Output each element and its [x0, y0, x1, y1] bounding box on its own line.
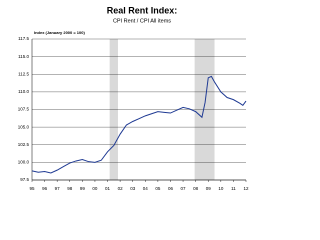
x-tick-label: 07 — [181, 186, 187, 191]
x-tick-label: 10 — [218, 186, 224, 191]
y-tick-label: 107.5 — [18, 107, 30, 112]
x-tick-label: 05 — [155, 186, 161, 191]
x-tick-label: 11 — [231, 186, 236, 191]
x-tick-label: 04 — [143, 186, 149, 191]
x-tick-label: 95 — [29, 186, 35, 191]
y-tick-label: 112.5 — [18, 71, 29, 76]
x-tick-label: 98 — [67, 186, 73, 191]
x-tick-label: 00 — [92, 186, 98, 191]
x-tick-label: 96 — [42, 186, 48, 191]
y-tick-label: 97.5 — [20, 177, 29, 182]
y-axis-label: Index (January 2000 = 100) — [34, 30, 85, 35]
y-tick-label: 105.0 — [18, 124, 30, 129]
x-tick-label: 06 — [168, 186, 174, 191]
x-tick-label: 97 — [55, 186, 61, 191]
data-line — [31, 75, 247, 174]
chart-subtitle: CPI Rent / CPI All items — [113, 18, 171, 24]
y-tick-label: 102.5 — [18, 142, 30, 147]
y-tick-label: 115.0 — [18, 54, 29, 59]
y-tick-label: 117.5 — [18, 36, 29, 41]
x-tick-label: 99 — [80, 186, 86, 191]
chart-title: Real Rent Index: — [107, 5, 178, 15]
x-tick-label: 09 — [206, 186, 212, 191]
x-tick-label: 01 — [105, 186, 111, 191]
page: {"chart_data": { "type": "line", "title"… — [17, 5, 249, 192]
chart: Real Rent Index: CPI Rent / CPI All item… — [18, 5, 249, 191]
x-tick-label: 03 — [130, 186, 136, 191]
y-tick-label: 100.0 — [18, 160, 30, 165]
x-tick-label: 12 — [243, 186, 249, 191]
y-tick-label: 110.0 — [18, 89, 29, 94]
x-tick-label: 02 — [118, 186, 124, 191]
x-tick-label: 08 — [193, 186, 199, 191]
